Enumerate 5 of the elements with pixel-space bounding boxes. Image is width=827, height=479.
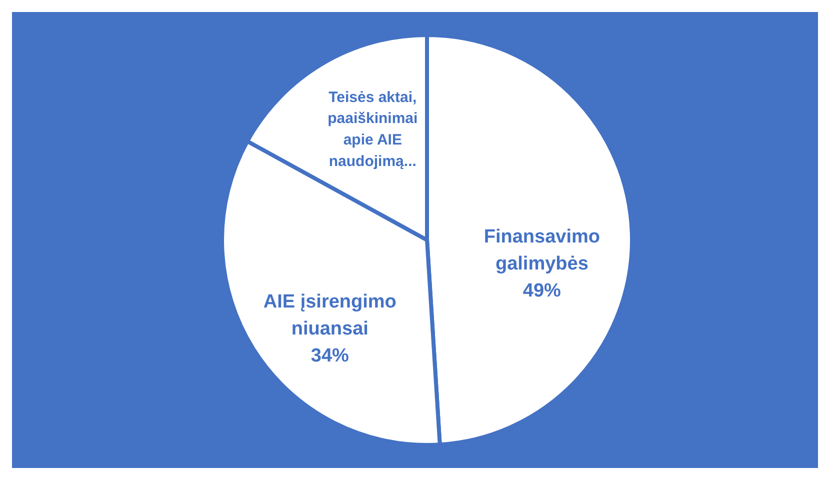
data-label: 34%: [310, 346, 350, 367]
slice-label: Finansavimo galimybės: [484, 226, 600, 274]
data-label: 49%: [522, 280, 562, 302]
slice-label: Teisės aktai, paaiškinimai apie AIE naudojimą...: [328, 88, 418, 170]
slice-label: AIE įsirengimo niuansai: [263, 292, 396, 340]
